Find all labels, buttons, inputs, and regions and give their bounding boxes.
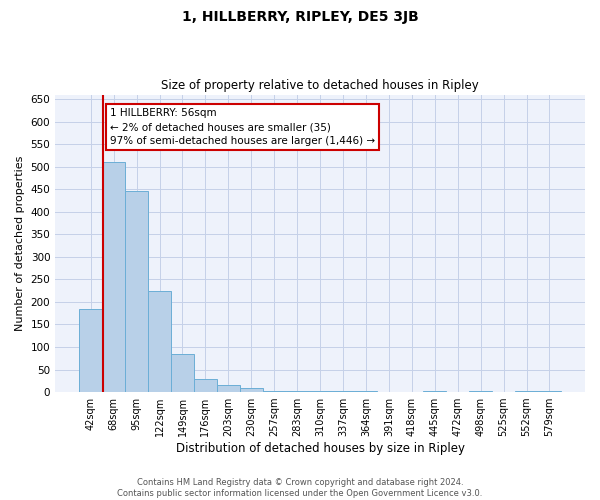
Bar: [332, 391, 355, 392]
Bar: [308, 391, 332, 392]
Title: Size of property relative to detached houses in Ripley: Size of property relative to detached ho…: [161, 79, 479, 92]
Bar: [171, 354, 194, 392]
Bar: [538, 391, 561, 392]
Bar: [263, 391, 286, 392]
Text: 1 HILLBERRY: 56sqm
← 2% of detached houses are smaller (35)
97% of semi-detached: 1 HILLBERRY: 56sqm ← 2% of detached hous…: [110, 108, 375, 146]
Bar: [469, 391, 492, 392]
X-axis label: Distribution of detached houses by size in Ripley: Distribution of detached houses by size …: [176, 442, 464, 455]
Bar: [240, 388, 263, 392]
Bar: [125, 192, 148, 392]
Bar: [515, 391, 538, 392]
Bar: [423, 391, 446, 392]
Bar: [148, 290, 171, 392]
Bar: [355, 390, 377, 392]
Bar: [217, 386, 240, 392]
Bar: [79, 308, 102, 392]
Bar: [194, 380, 217, 392]
Text: Contains HM Land Registry data © Crown copyright and database right 2024.
Contai: Contains HM Land Registry data © Crown c…: [118, 478, 482, 498]
Bar: [286, 391, 308, 392]
Bar: [102, 162, 125, 392]
Text: 1, HILLBERRY, RIPLEY, DE5 3JB: 1, HILLBERRY, RIPLEY, DE5 3JB: [182, 10, 418, 24]
Y-axis label: Number of detached properties: Number of detached properties: [15, 156, 25, 331]
